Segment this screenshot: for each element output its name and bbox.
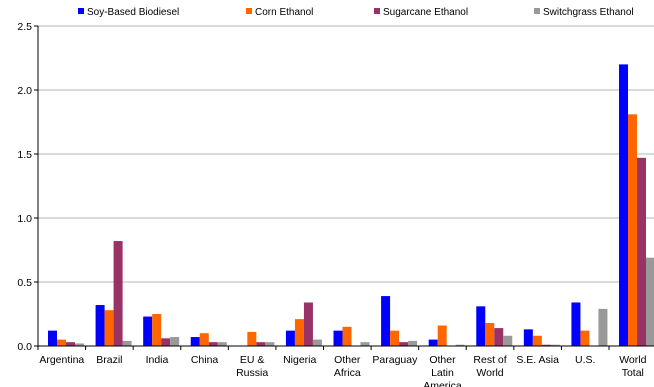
legend: Soy-Based Biodiesel Corn Ethanol Sugarcane… (78, 7, 634, 18)
x-tick-label: Argentina (39, 354, 84, 366)
bar (57, 339, 66, 346)
bar (381, 296, 391, 346)
bar (598, 308, 608, 346)
bar (494, 328, 504, 346)
bar (571, 302, 581, 346)
x-tick-label: Paraguay (372, 354, 418, 366)
bar (247, 331, 257, 346)
legend-label: Sugarcane Ethanol (383, 7, 468, 18)
y-tick-label: 0.0 (17, 341, 32, 353)
x-tick-label: Brazil (96, 354, 122, 366)
bar (75, 343, 84, 346)
bar (190, 337, 200, 346)
legend-swatch (246, 8, 252, 14)
legend-swatch (374, 8, 380, 14)
bar (104, 310, 114, 346)
gridlines (38, 25, 654, 347)
bars (48, 64, 654, 347)
x-axis: Argentina Brazil India China EU &Russia Niger… (37, 345, 654, 387)
bar (628, 114, 638, 346)
x-tick-label: Other (429, 354, 456, 366)
bar (303, 302, 313, 346)
legend-swatch (78, 8, 84, 14)
bar (360, 342, 370, 346)
y-tick-label: 1.0 (17, 213, 32, 225)
x-tick-label: Nigeria (283, 354, 316, 366)
x-tick-label: Rest of (473, 354, 506, 366)
x-tick-label: America (423, 380, 462, 387)
x-tick-label: S.E. Asia (516, 354, 559, 366)
x-tick-label: China (191, 354, 219, 366)
bar (312, 339, 322, 346)
bar (646, 257, 654, 346)
bar (428, 339, 438, 346)
bar (48, 330, 57, 346)
y-tick-label: 2.5 (17, 21, 32, 33)
bar (95, 305, 105, 346)
bar (390, 330, 400, 346)
bar (256, 342, 266, 346)
x-tick-label: Russia (236, 367, 268, 379)
bar (541, 344, 551, 346)
bar (161, 338, 171, 346)
bar (66, 342, 75, 346)
bar (455, 344, 465, 346)
bar (199, 333, 209, 346)
x-tick-label: Africa (334, 367, 361, 379)
x-tick-label: India (146, 354, 169, 366)
legend-label: Soy-Based Biodiesel (87, 7, 179, 18)
y-tick-label: 2.0 (17, 85, 32, 97)
bar (523, 329, 533, 346)
y-tick-label: 0.5 (17, 277, 32, 289)
bar (550, 344, 560, 346)
x-tick-label: EU & (240, 354, 265, 366)
bar (580, 330, 590, 346)
bar (285, 330, 295, 346)
bar (113, 241, 123, 346)
bar (342, 326, 352, 346)
x-tick-label: Total (622, 367, 644, 379)
bar (408, 340, 418, 346)
legend-label: Switchgrass Ethanol (543, 7, 634, 18)
bar (294, 319, 304, 346)
y-tick-label: 1.5 (17, 149, 32, 161)
bar (208, 342, 218, 346)
x-tick-label: World (619, 354, 646, 366)
bar (265, 342, 275, 346)
bar (217, 342, 227, 346)
bar (476, 306, 486, 346)
bar (503, 335, 513, 346)
bar (437, 325, 447, 346)
x-tick-label: World (476, 367, 503, 379)
legend-label: Corn Ethanol (255, 7, 313, 18)
bar (333, 330, 343, 346)
bar (485, 322, 495, 346)
bar (170, 337, 180, 346)
bar (637, 157, 647, 346)
bar (152, 314, 162, 346)
x-tick-label: U.S. (575, 354, 595, 366)
bar (122, 340, 132, 346)
bar (532, 335, 542, 346)
y-axis: 0.0 0.5 1.0 1.5 2.0 2.5 (17, 21, 39, 353)
bar (399, 342, 409, 346)
x-tick-label: Other (334, 354, 361, 366)
bar (143, 316, 153, 346)
legend-swatch (534, 8, 540, 14)
bar (619, 64, 629, 347)
x-tick-label: Latin (431, 367, 454, 379)
